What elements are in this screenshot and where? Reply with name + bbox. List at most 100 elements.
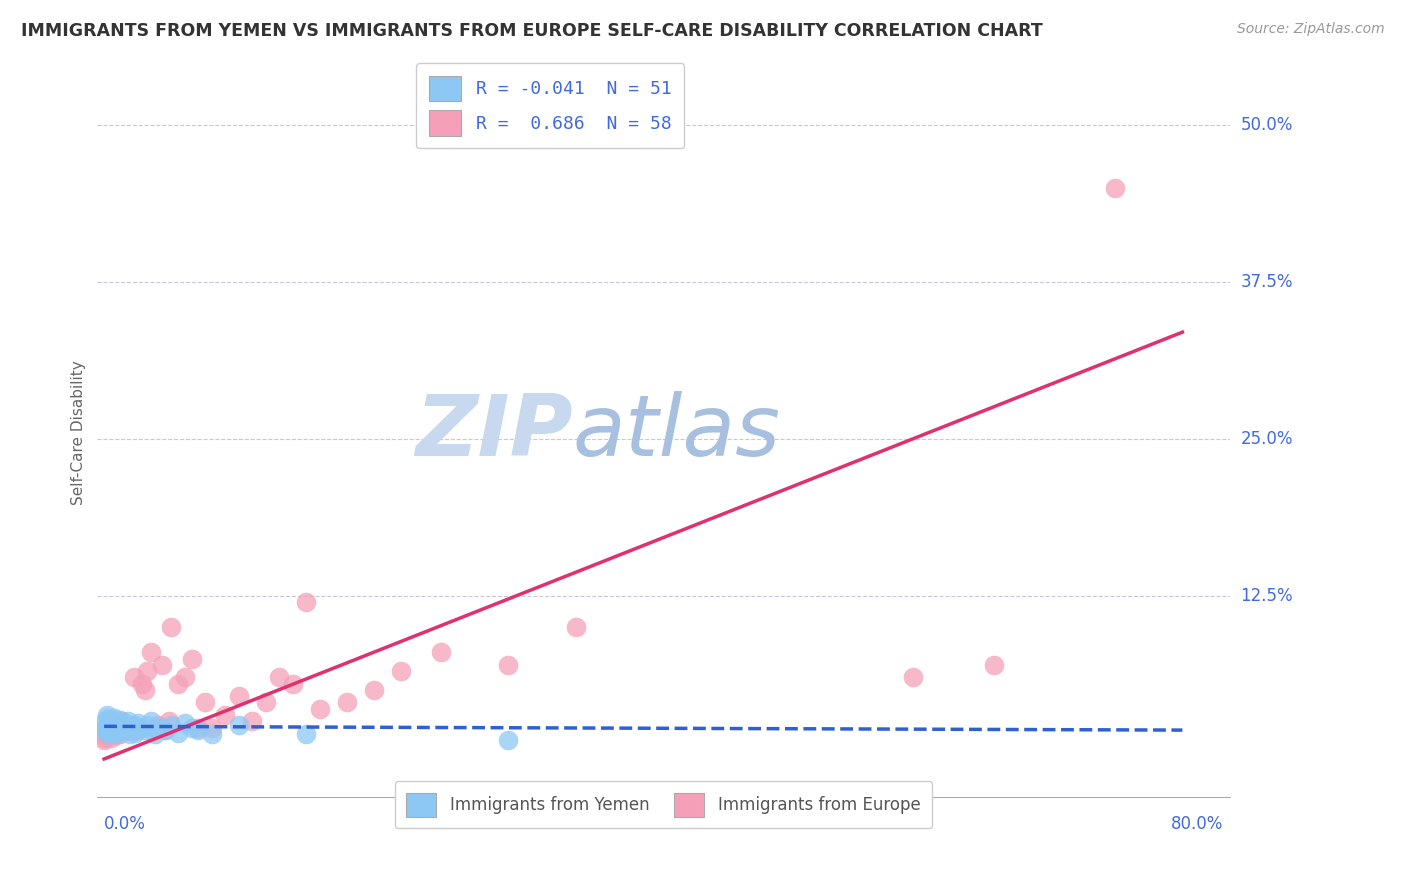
Point [103, 723, 125, 738]
Point [103, 723, 125, 738]
Point [100, 725, 122, 739]
Point [97, 723, 120, 738]
Point [93, 733, 115, 747]
Y-axis label: Self-Care Disability: Self-Care Disability [72, 360, 86, 505]
Point [308, 702, 330, 716]
Point [103, 710, 125, 724]
Point [240, 714, 263, 729]
Point [228, 718, 250, 732]
Point [105, 722, 128, 736]
Text: 80.0%: 80.0% [1170, 815, 1223, 833]
Point [96, 718, 118, 732]
Point [93, 721, 115, 735]
Point [157, 714, 180, 729]
Point [180, 721, 202, 735]
Point [96, 721, 118, 735]
Point [110, 714, 132, 729]
Point [160, 620, 183, 634]
Point [167, 725, 190, 739]
Point [167, 676, 190, 690]
Point [107, 723, 129, 738]
Point [901, 670, 924, 684]
Point [104, 718, 127, 732]
Point [94, 727, 117, 741]
Point [120, 721, 142, 735]
Point [136, 664, 159, 678]
Point [98, 718, 121, 732]
Point [150, 657, 173, 672]
Point [153, 723, 176, 738]
Point [201, 721, 224, 735]
Point [108, 724, 131, 739]
Point [108, 721, 131, 735]
Point [98, 718, 121, 732]
Legend: Immigrants from Yemen, Immigrants from Europe: Immigrants from Yemen, Immigrants from E… [395, 781, 932, 829]
Point [136, 718, 159, 732]
Point [94, 723, 117, 738]
Text: 12.5%: 12.5% [1240, 587, 1294, 605]
Point [97, 728, 120, 742]
Point [121, 723, 143, 738]
Text: atlas: atlas [572, 391, 780, 474]
Point [149, 721, 172, 735]
Point [430, 645, 453, 659]
Point [114, 723, 136, 738]
Point [115, 718, 138, 732]
Point [565, 620, 588, 634]
Point [153, 723, 176, 738]
Point [143, 721, 166, 735]
Point [295, 727, 318, 741]
Point [101, 715, 124, 730]
Text: 0.0%: 0.0% [104, 815, 146, 833]
Point [160, 718, 183, 732]
Point [127, 715, 149, 730]
Point [146, 718, 169, 732]
Text: IMMIGRANTS FROM YEMEN VS IMMIGRANTS FROM EUROPE SELF-CARE DISABILITY CORRELATION: IMMIGRANTS FROM YEMEN VS IMMIGRANTS FROM… [21, 22, 1043, 40]
Point [187, 723, 209, 738]
Point [100, 725, 122, 739]
Point [107, 716, 129, 731]
Point [107, 721, 129, 735]
Point [111, 722, 134, 736]
Point [983, 657, 1005, 672]
Point [122, 670, 145, 684]
Point [101, 719, 124, 733]
Text: Source: ZipAtlas.com: Source: ZipAtlas.com [1237, 22, 1385, 37]
Point [363, 682, 385, 697]
Point [94, 731, 117, 745]
Point [104, 721, 127, 735]
Point [122, 718, 145, 732]
Point [101, 727, 124, 741]
Point [100, 714, 122, 729]
Point [141, 645, 163, 659]
Point [281, 676, 304, 690]
Point [336, 696, 359, 710]
Point [96, 708, 118, 723]
Text: 50.0%: 50.0% [1240, 116, 1292, 134]
Point [120, 718, 142, 732]
Point [127, 723, 149, 738]
Point [194, 696, 217, 710]
Text: 25.0%: 25.0% [1240, 430, 1294, 448]
Point [94, 714, 117, 729]
Point [129, 721, 152, 735]
Point [187, 721, 209, 735]
Text: 37.5%: 37.5% [1240, 273, 1294, 291]
Point [131, 676, 153, 690]
Point [269, 670, 291, 684]
Point [143, 727, 166, 741]
Point [112, 723, 135, 738]
Point [98, 725, 121, 739]
Point [214, 708, 236, 723]
Point [201, 727, 224, 741]
Point [101, 721, 124, 735]
Point [112, 715, 135, 730]
Point [97, 727, 120, 741]
Point [117, 721, 139, 735]
Point [104, 718, 127, 732]
Point [100, 731, 122, 745]
Point [389, 664, 412, 678]
Point [110, 719, 132, 733]
Text: ZIP: ZIP [415, 391, 572, 474]
Point [1104, 181, 1126, 195]
